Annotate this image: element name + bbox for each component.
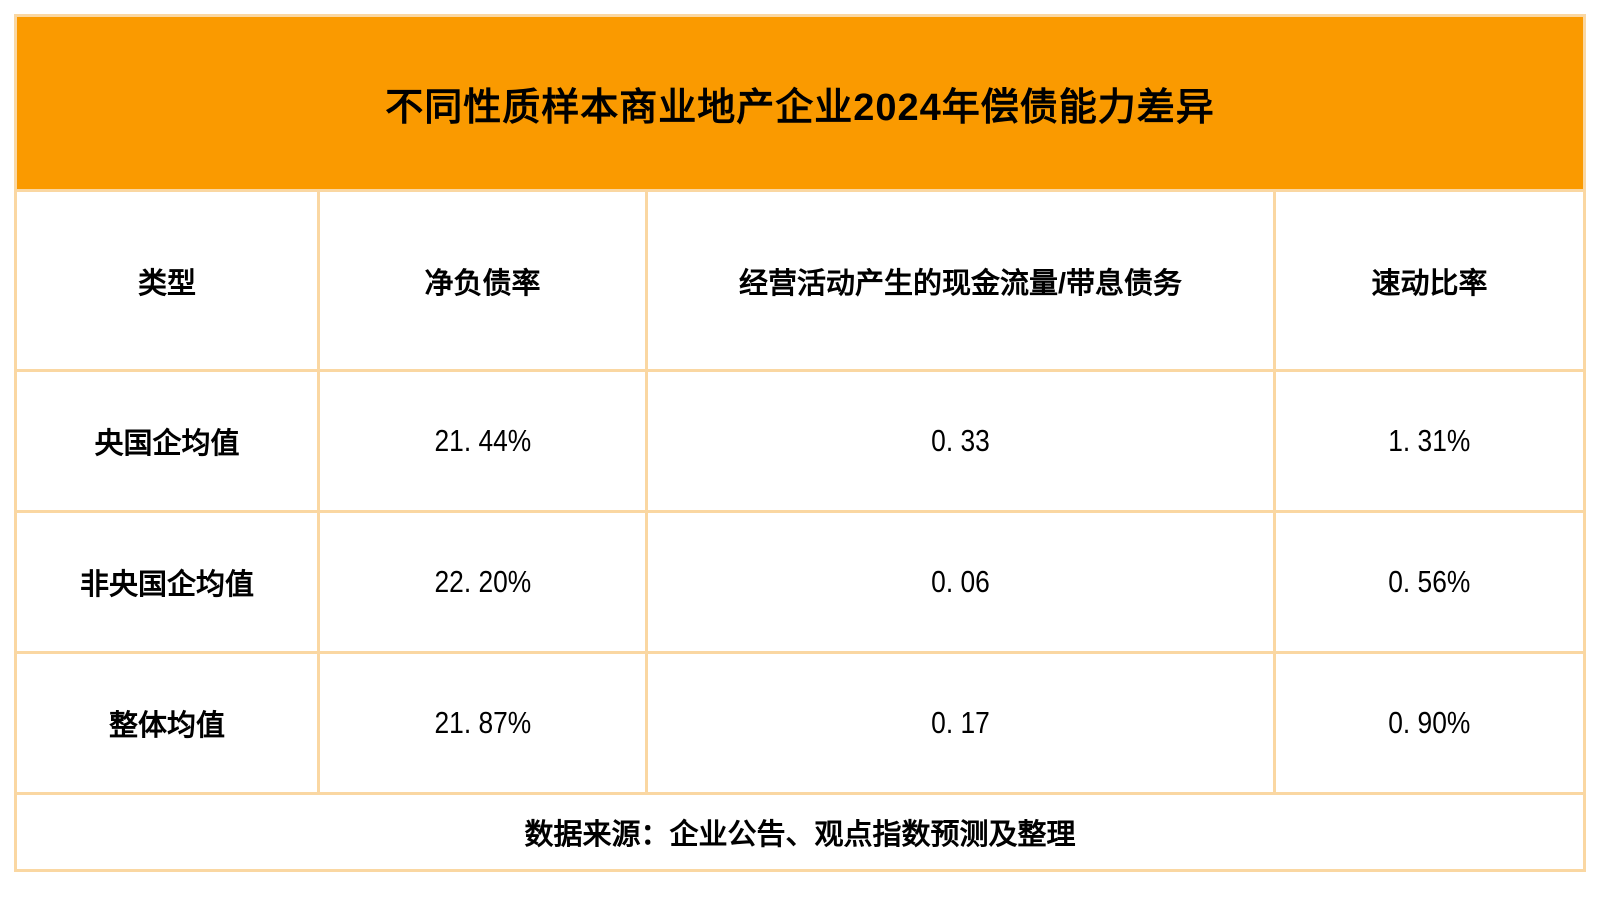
cell-net-debt-ratio: 21. 87% xyxy=(320,654,645,792)
cell-net-debt-ratio: 21. 44% xyxy=(320,372,645,510)
debt-capacity-table: 不同性质样本商业地产企业2024年偿债能力差异 类型 净负债率 经营活动产生的现… xyxy=(14,14,1586,872)
cell-value: 1. 31% xyxy=(1388,423,1471,458)
cell-value: 22. 20% xyxy=(434,564,531,599)
table-title: 不同性质样本商业地产企业2024年偿债能力差异 xyxy=(385,86,1215,129)
cell-type: 央国企均值 xyxy=(17,372,317,510)
column-header-type: 类型 xyxy=(17,192,317,369)
cell-value: 21. 44% xyxy=(434,423,531,458)
cell-value: 0. 17 xyxy=(931,705,990,740)
source-note: 数据来源：企业公告、观点指数预测及整理 xyxy=(17,795,1583,869)
cell-ocf-to-debt: 0. 06 xyxy=(648,513,1273,651)
cell-value: 0. 06 xyxy=(931,564,990,599)
table-title-bar: 不同性质样本商业地产企业2024年偿债能力差异 xyxy=(17,17,1583,189)
cell-ocf-to-debt: 0. 33 xyxy=(648,372,1273,510)
cell-type: 非央国企均值 xyxy=(17,513,317,651)
cell-ocf-to-debt: 0. 17 xyxy=(648,654,1273,792)
cell-quick-ratio: 0. 56% xyxy=(1276,513,1583,651)
cell-value: 0. 56% xyxy=(1388,564,1471,599)
cell-value: 0. 90% xyxy=(1388,705,1471,740)
column-header-quick-ratio: 速动比率 xyxy=(1276,192,1583,369)
cell-net-debt-ratio: 22. 20% xyxy=(320,513,645,651)
cell-quick-ratio: 0. 90% xyxy=(1276,654,1583,792)
cell-value: 0. 33 xyxy=(931,423,990,458)
cell-quick-ratio: 1. 31% xyxy=(1276,372,1583,510)
cell-value: 21. 87% xyxy=(434,705,531,740)
cell-type: 整体均值 xyxy=(17,654,317,792)
column-header-ocf-to-interest-bearing-debt: 经营活动产生的现金流量/带息债务 xyxy=(648,192,1273,369)
column-header-net-debt-ratio: 净负债率 xyxy=(320,192,645,369)
